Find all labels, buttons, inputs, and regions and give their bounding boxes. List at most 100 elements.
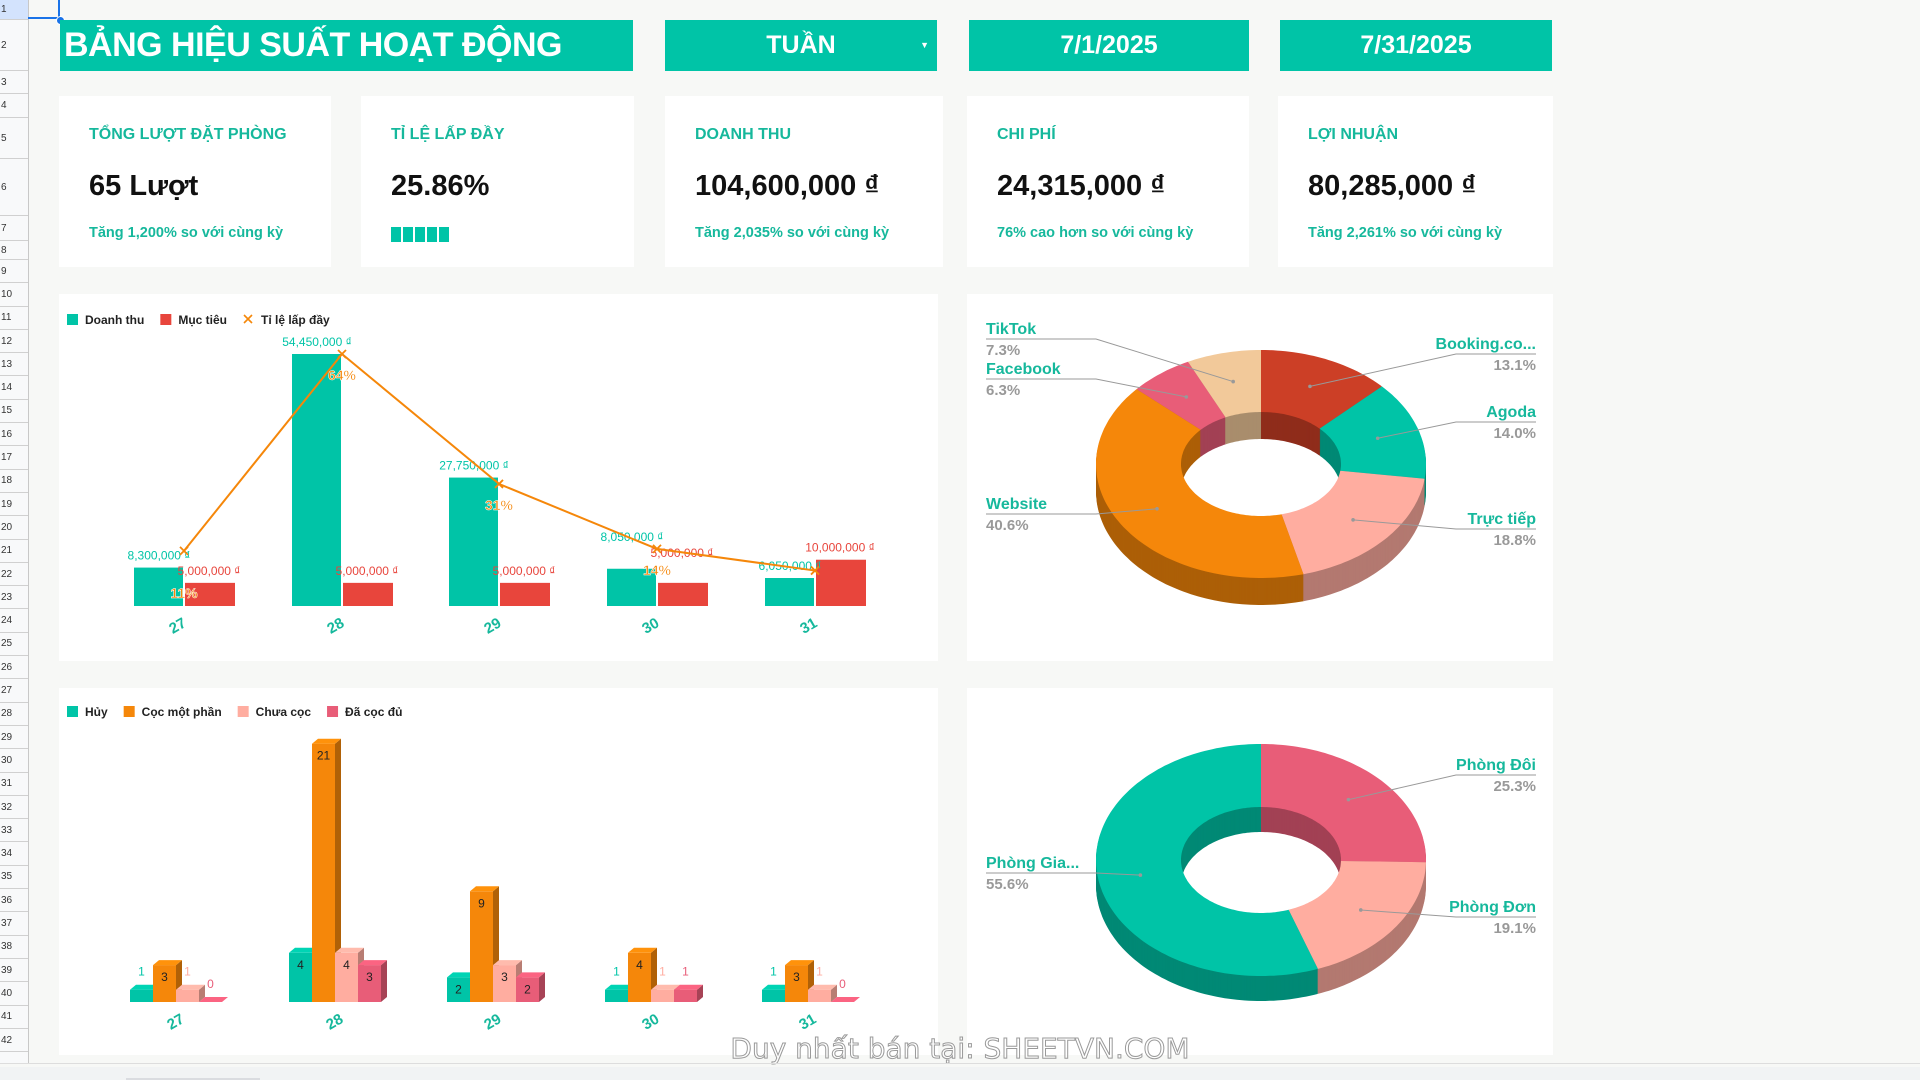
occupancy-block [403,227,413,242]
column-data-label: 2 [524,982,531,996]
legend-swatch [160,314,172,325]
row-header[interactable]: 32 [0,796,28,820]
bar-muc-tieu [185,582,235,606]
row-header[interactable]: 10 [0,283,28,307]
bar-muc-tieu [500,582,550,606]
row-header[interactable]: 5 [0,118,28,159]
row-header[interactable]: 38 [0,936,28,959]
column-front [335,952,358,1002]
line-point-marker-icon [179,546,189,556]
row-header[interactable]: 3 [0,71,28,94]
row-header[interactable]: 24 [0,610,28,633]
data-label-doanh-thu: 54,450,000 ₫ [282,335,352,349]
row-header[interactable]: 13 [0,353,28,377]
leader-dot [1351,518,1355,522]
row-header[interactable]: 36 [0,889,28,913]
column-top [628,947,657,953]
row-header[interactable]: 2 [0,20,28,71]
selected-cell-a1[interactable] [28,0,60,19]
row-header[interactable]: 8 [0,241,28,260]
row-header[interactable]: 12 [0,330,28,354]
slice-pct: 55.6% [986,876,1029,893]
row-header[interactable]: 28 [0,703,28,726]
channel-pie-svg: Booking.co... 13.1% Agoda 14.0% Trực tiếp 18.… [986,321,1536,605]
row-header[interactable]: 39 [0,959,28,983]
column-data-label: 4 [636,958,643,972]
row-header[interactable]: 33 [0,819,28,843]
chevron-down-icon[interactable]: ▼ [920,40,929,50]
revenue-chart[interactable]: Doanh thu Mục tiêu Tỉ lệ lấp đầy 8,300,000 … [59,294,938,661]
row-header[interactable]: 21 [0,540,28,563]
row-header[interactable]: 41 [0,1006,28,1029]
row-header[interactable]: 40 [0,982,28,1006]
column-data-label: 3 [161,970,168,984]
column-front [605,989,628,1002]
row-header[interactable]: 35 [0,866,28,890]
row-header[interactable]: 27 [0,679,28,703]
x-tick-label: 28 [324,615,347,638]
column-top [153,960,182,966]
bar-muc-tieu [658,582,708,606]
booking-status-chart[interactable]: Hủy Cọc một phần Chưa cọc Đã cọc đủ 1 3 1 0 27 4 2… [59,688,938,1055]
kpi-change: 76% cao hơn so với cùng kỳ [997,225,1194,241]
row-header[interactable]: 7 [0,216,28,241]
data-label-muc-tieu: 5,000,000 ₫ [493,564,556,578]
column-data-label: 1 [770,965,777,979]
period-dropdown[interactable]: TUẦN ▼ [665,20,937,71]
page-title: BẢNG HIỆU SUẤT HOẠT ĐỘNG [60,20,633,71]
start-date-cell[interactable]: 7/1/2025 [969,20,1249,71]
row-header[interactable]: 16 [0,423,28,447]
slice-label: Phòng Đơn [1449,899,1536,916]
x-tick-label: 31 [796,1011,819,1034]
scrollbar-thumb[interactable] [126,1078,260,1080]
slice-pct: 14.0% [1493,425,1536,442]
data-label-muc-tieu: 5,000,000 ₫ [178,564,241,578]
row-header[interactable]: 34 [0,843,28,866]
horizontal-scrollbar[interactable] [0,1067,1920,1080]
row-header[interactable]: 1 [0,0,28,20]
row-header[interactable]: 42 [0,1029,28,1053]
occupancy-block [427,227,437,242]
row-header[interactable]: 29 [0,726,28,750]
column-side [335,738,341,1002]
row-header[interactable]: 22 [0,563,28,587]
row-header[interactable]: 11 [0,307,28,330]
column-data-label: 1 [816,965,823,979]
end-date-cell[interactable]: 7/31/2025 [1280,20,1552,71]
row-header[interactable]: 20 [0,516,28,540]
leader-line [1360,909,1536,918]
row-header[interactable]: 37 [0,912,28,936]
kpi-change: Tăng 2,261% so với cùng kỳ [1308,225,1503,241]
bar-doanh-thu [292,354,341,606]
row-header[interactable]: 9 [0,260,28,284]
leader-dot [1308,384,1312,389]
room-type-pie-chart[interactable]: Phòng Đôi 25.3% Phòng Đơn 19.1% Phòng Gia...… [967,688,1553,1055]
x-tick-label: 31 [797,615,820,638]
row-header[interactable]: 18 [0,470,28,493]
row-header[interactable]: 14 [0,377,28,400]
legend-label: Đã cọc đủ [345,705,402,719]
row-header[interactable]: 19 [0,493,28,517]
slice-label: Website [986,496,1047,513]
row-header[interactable]: 26 [0,656,28,680]
column-data-label: 1 [138,965,145,979]
row-header[interactable]: 31 [0,773,28,796]
column-data-label: 3 [366,970,373,984]
column-data-label: 21 [317,749,331,763]
row-header[interactable]: 30 [0,749,28,773]
row-header[interactable]: 23 [0,586,28,610]
slice-pct: 18.8% [1493,532,1536,549]
kpi-change: Tăng 2,035% so với cùng kỳ [695,225,890,241]
column-data-label: 1 [682,965,689,979]
row-header[interactable]: 6 [0,159,28,216]
row-header[interactable]: 4 [0,94,28,118]
occupancy-block [439,227,449,242]
x-tick-label: 30 [639,1011,662,1034]
row-header[interactable]: 15 [0,400,28,424]
column-top [605,984,634,990]
row-header[interactable]: 25 [0,633,28,657]
x-tick-label: 29 [481,615,504,638]
data-label-ti-le: 11% [170,585,198,601]
row-header[interactable]: 17 [0,446,28,470]
channel-pie-chart[interactable]: Booking.co... 13.1% Agoda 14.0% Trực tiếp 18.… [967,294,1553,661]
